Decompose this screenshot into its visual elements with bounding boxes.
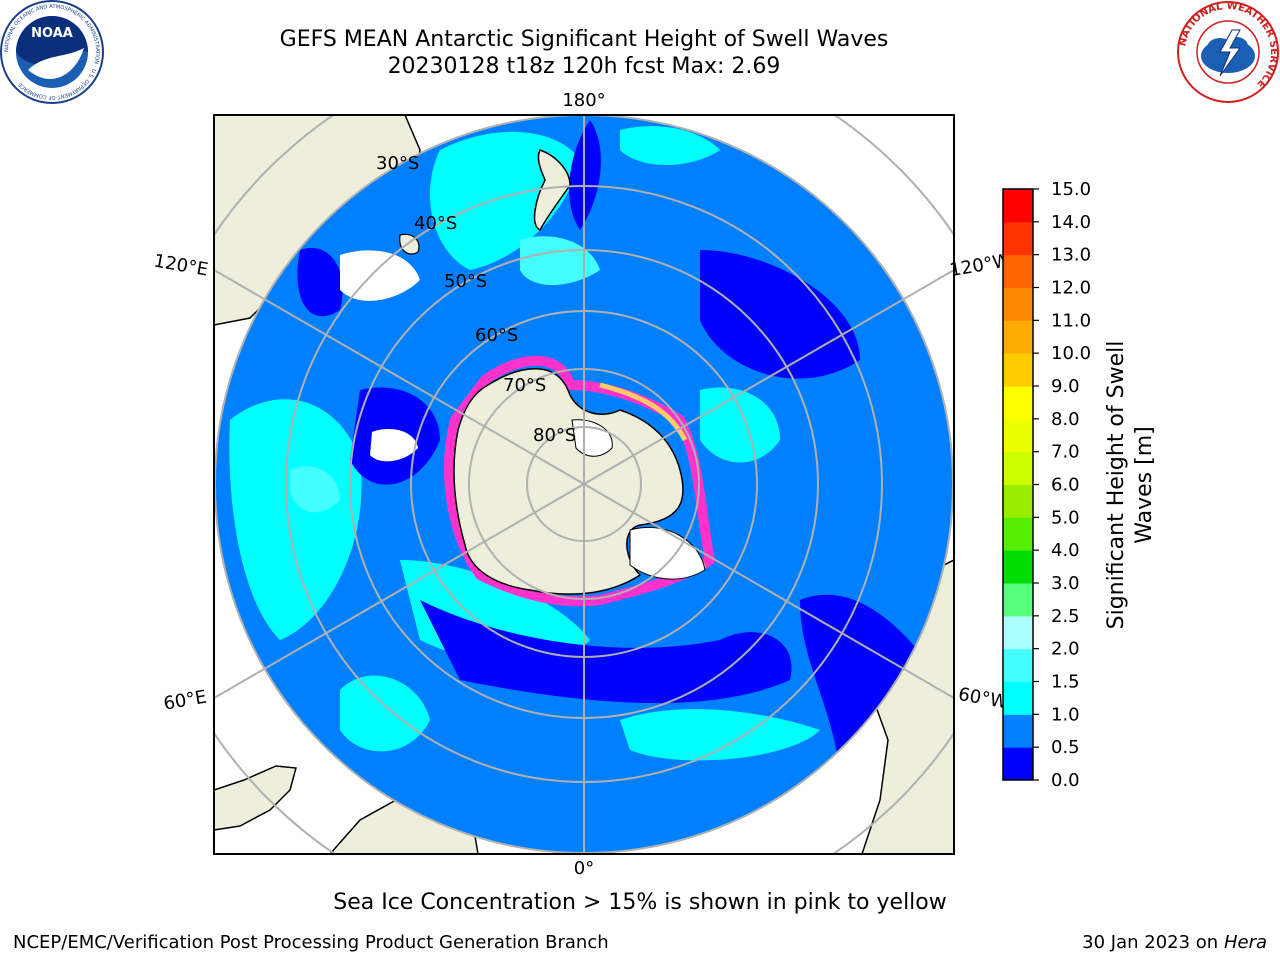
colorbar-tick-label: 9.0 — [1051, 376, 1080, 397]
colorbar-tick-label: 13.0 — [1051, 245, 1091, 266]
colorbar-tick-label: 11.0 — [1051, 310, 1091, 331]
colorbar-tick-label: 0.0 — [1051, 770, 1080, 791]
colorbar-tick-label: 2.5 — [1051, 606, 1080, 627]
sea-ice-note: Sea Ice Concentration > 15% is shown in … — [333, 890, 947, 915]
colorbar-segment — [1003, 517, 1033, 551]
lon-label-120e: 120°E — [152, 250, 210, 280]
footer-date-text: 30 Jan 2023 on — [1082, 932, 1224, 953]
colorbar-segment — [1003, 418, 1033, 453]
noaa-logo-text: NOAA — [31, 26, 73, 41]
map-title: GEFS MEAN Antarctic Significant Height o… — [279, 27, 889, 52]
colorbar-segments — [1003, 189, 1033, 781]
colorbar-segment — [1003, 747, 1033, 781]
noaa-logo: NATIONAL OCEANIC AND ATMOSPHERIC ADMINIS… — [0, 0, 104, 104]
colorbar-ticks: 0.0 0.5 1.0 1.5 2.0 2.5 3.0 4.0 5.0 6.0 7.0 8.0 9.0 1… — [1033, 179, 1091, 791]
colorbar-tick-label: 1.5 — [1051, 672, 1080, 693]
lat-label-80s: 80°S — [533, 425, 576, 446]
colorbar-tick-label: 15.0 — [1051, 179, 1091, 200]
colorbar-segment — [1003, 320, 1033, 354]
colorbar-tick-label: 0.5 — [1051, 737, 1080, 758]
colorbar-tick-label: 3.0 — [1051, 573, 1080, 594]
colorbar-label-line1: Significant Height of Swell — [1104, 341, 1129, 630]
colorbar-tick-label: 2.0 — [1051, 639, 1080, 660]
colorbar-tick-label: 4.0 — [1051, 540, 1080, 561]
colorbar-segment — [1003, 714, 1033, 748]
map-frame — [213, 114, 955, 855]
lat-label-60s: 60°S — [475, 325, 518, 346]
new-zealand-landmass — [533, 149, 571, 231]
footer-date: 30 Jan 2023 on Hera — [1082, 932, 1267, 953]
colorbar-segment — [1003, 386, 1033, 420]
sea-ice-edge — [444, 355, 715, 607]
colorbar-segment — [1003, 615, 1033, 650]
lat-label-70s: 70°S — [503, 375, 546, 396]
footer-host: Hera — [1223, 932, 1267, 953]
colorbar-segment — [1003, 254, 1033, 288]
lon-label-60w: 60°W — [957, 684, 1010, 713]
colorbar-tick-label: 14.0 — [1051, 212, 1091, 233]
colorbar-tick-label: 5.0 — [1051, 507, 1080, 528]
lat-label-30s: 30°S — [376, 153, 419, 174]
colorbar-tick-label: 12.0 — [1051, 278, 1091, 299]
colorbar-segment — [1003, 550, 1033, 584]
lat-label-40s: 40°S — [414, 213, 457, 234]
colorbar: 0.0 0.5 1.0 1.5 2.0 2.5 3.0 4.0 5.0 6.0 7.0 8.0 9.0 1… — [1002, 179, 1157, 791]
colorbar-segment — [1003, 451, 1033, 485]
colorbar-segment — [1003, 583, 1033, 617]
map-subtitle: 20230128 t18z 120h fcst Max: 2.69 — [387, 54, 781, 79]
colorbar-segment — [1003, 484, 1033, 518]
colorbar-segment — [1003, 221, 1033, 256]
colorbar-tick-label: 6.0 — [1051, 475, 1080, 496]
lon-label-180: 180° — [562, 90, 605, 111]
nws-logo: NATIONAL WEATHER SERVICE — [1177, 1, 1279, 103]
colorbar-segment — [1003, 287, 1033, 321]
colorbar-tick-label: 1.0 — [1051, 704, 1080, 725]
colorbar-tick-label: 7.0 — [1051, 442, 1080, 463]
colorbar-segment — [1003, 189, 1033, 223]
lat-label-50s: 50°S — [444, 271, 487, 292]
footer-credit: NCEP/EMC/Verification Post Processing Pr… — [13, 932, 609, 953]
lon-label-60e: 60°E — [162, 686, 208, 714]
antarctica-landmass — [453, 368, 684, 595]
colorbar-segment — [1003, 681, 1033, 715]
madagascar-landmass — [214, 765, 297, 831]
colorbar-segment — [1003, 648, 1033, 682]
colorbar-segment — [1003, 353, 1033, 387]
colorbar-tick-label: 10.0 — [1051, 343, 1091, 364]
lon-label-0: 0° — [574, 858, 594, 879]
colorbar-tick-label: 8.0 — [1051, 409, 1080, 430]
colorbar-label-line2: Waves [m] — [1132, 426, 1157, 543]
